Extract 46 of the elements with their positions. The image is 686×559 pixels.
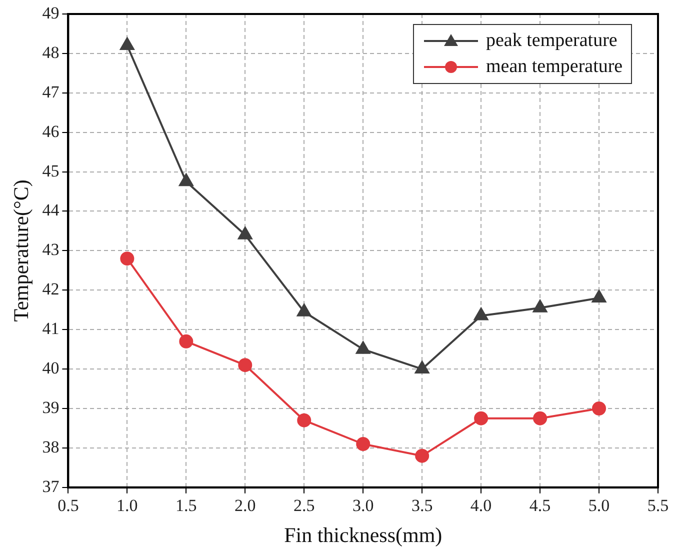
y-tick-label: 42 — [42, 280, 60, 299]
x-tick-label: 2.0 — [234, 496, 256, 516]
y-tick-label: 38 — [42, 437, 60, 456]
y-tick-label: 37 — [42, 476, 60, 496]
y-tick-label: 43 — [42, 240, 60, 260]
point — [415, 361, 430, 374]
y-tick-label: 46 — [42, 122, 60, 141]
legend-label: peak temperature — [486, 30, 618, 52]
x-tick-label: 4.5 — [529, 496, 551, 516]
point — [474, 411, 488, 426]
point — [120, 252, 134, 266]
y-tick-label: 47 — [42, 82, 60, 102]
point — [592, 402, 606, 416]
point — [356, 341, 370, 354]
x-tick-label: 2.5 — [293, 496, 315, 516]
point — [238, 226, 252, 240]
y-tick-label: 41 — [42, 319, 60, 338]
point — [179, 174, 194, 186]
point — [533, 411, 548, 426]
x-tick-label: 5.0 — [588, 496, 610, 516]
x-tick-label: 3.0 — [352, 496, 374, 516]
y-axis-title: Temperature(°C) — [9, 180, 34, 322]
legend-label: mean temperature — [486, 56, 623, 78]
x-tick-label: 5.5 — [647, 496, 669, 516]
point — [356, 437, 370, 452]
point — [592, 290, 606, 303]
point — [179, 334, 194, 348]
x-tick-label: 1.0 — [116, 496, 138, 516]
point — [297, 413, 312, 428]
x-axis-title: Fin thickness(mm) — [284, 522, 442, 547]
point — [415, 448, 430, 463]
y-tick-label: 45 — [42, 161, 60, 180]
y-tick-label: 49 — [42, 3, 60, 22]
x-tick-label: 4.0 — [470, 496, 492, 516]
y-tick-label: 44 — [42, 200, 60, 220]
y-tick-label: 39 — [42, 398, 60, 417]
point — [238, 358, 252, 372]
x-tick-label: 1.5 — [176, 496, 197, 516]
y-tick-label: 48 — [42, 42, 60, 62]
point — [474, 308, 488, 320]
x-tick-label: 0.5 — [58, 496, 79, 516]
point — [532, 300, 548, 312]
point — [120, 38, 134, 50]
point — [297, 304, 312, 316]
y-tick-label: 40 — [42, 358, 60, 378]
x-tick-label: 3.5 — [411, 496, 433, 516]
